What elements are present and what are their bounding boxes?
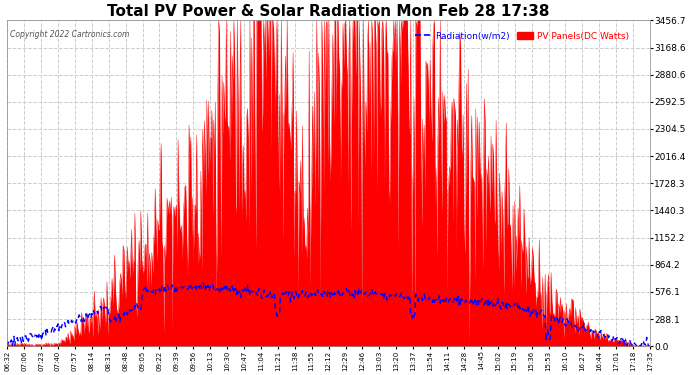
Title: Total PV Power & Solar Radiation Mon Feb 28 17:38: Total PV Power & Solar Radiation Mon Feb… <box>108 4 550 19</box>
Legend: Radiation(w/m2), PV Panels(DC Watts): Radiation(w/m2), PV Panels(DC Watts) <box>412 28 633 44</box>
Text: Copyright 2022 Cartronics.com: Copyright 2022 Cartronics.com <box>10 30 130 39</box>
